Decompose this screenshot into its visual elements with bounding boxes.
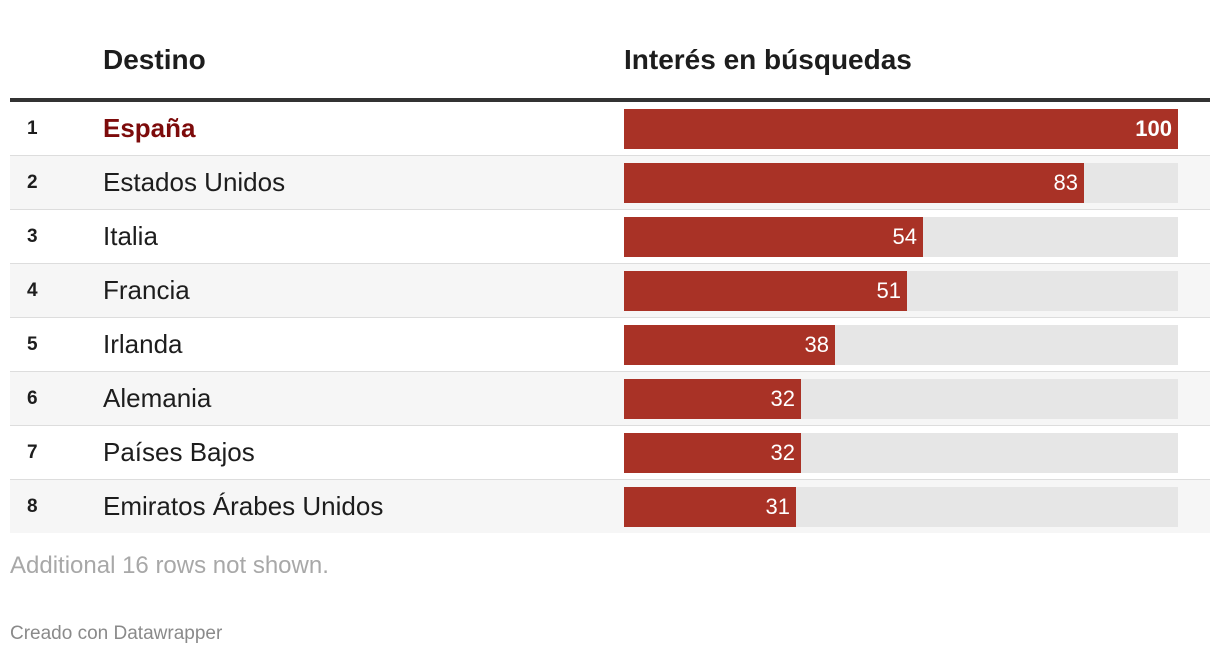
bar-track: 32 (624, 433, 1178, 473)
destination-name: Irlanda (103, 329, 183, 359)
table-row: 6 Alemania 32 (10, 372, 1210, 426)
table-header: Destino Interés en búsquedas (10, 0, 1210, 102)
credit-line: Creado con Datawrapper (10, 623, 223, 644)
destination-name: Emiratos Árabes Unidos (103, 491, 384, 521)
interest-bar: 32 (624, 433, 801, 473)
bar-track: 31 (624, 487, 1178, 527)
table-row: 1 España 100 (10, 102, 1210, 156)
rank-number: 1 (27, 118, 38, 139)
bar-track: 54 (624, 217, 1178, 257)
destination-name: Países Bajos (103, 437, 255, 467)
table-row: 4 Francia 51 (10, 264, 1210, 318)
rank-number: 6 (27, 388, 38, 409)
bar-track: 32 (624, 379, 1178, 419)
bar-value-label: 51 (876, 278, 901, 303)
rank-number: 3 (27, 226, 38, 247)
rank-number: 4 (27, 280, 38, 301)
interest-bar: 51 (624, 271, 907, 311)
column-header-interest: Interés en búsquedas (624, 44, 912, 75)
bar-value-label: 32 (770, 440, 795, 465)
ranking-table: Destino Interés en búsquedas 1 España 100 2… (10, 0, 1210, 533)
destination-name: Italia (103, 221, 158, 251)
table-row: 3 Italia 54 (10, 210, 1210, 264)
bar-value-label: 54 (892, 224, 917, 249)
rank-number: 2 (27, 172, 38, 193)
destination-name: Alemania (103, 383, 212, 413)
interest-bar: 83 (624, 163, 1084, 203)
rank-number: 5 (27, 334, 38, 355)
interest-bar: 31 (624, 487, 796, 527)
interest-bar: 38 (624, 325, 835, 365)
table-row: 7 Países Bajos 32 (10, 426, 1210, 480)
table-body: 1 España 100 2 Estados Unidos 83 3 Italia 54 4 Fra… (10, 102, 1210, 533)
interest-bar: 100 (624, 109, 1178, 149)
bar-track: 38 (624, 325, 1178, 365)
bar-track: 100 (624, 109, 1178, 149)
bar-value-label: 38 (804, 332, 829, 357)
bar-value-label: 100 (1135, 116, 1172, 141)
rows-not-shown-note: Additional 16 rows not shown. (10, 552, 329, 579)
bar-value-label: 31 (765, 494, 790, 519)
table-row: 5 Irlanda 38 (10, 318, 1210, 372)
bar-value-label: 83 (1053, 170, 1078, 195)
column-header-destination: Destino (103, 44, 206, 75)
bar-track: 51 (624, 271, 1178, 311)
bar-value-label: 32 (770, 386, 795, 411)
interest-bar: 32 (624, 379, 801, 419)
destination-name: Francia (103, 275, 190, 305)
destination-name: España (103, 113, 196, 143)
table-row: 8 Emiratos Árabes Unidos 31 (10, 480, 1210, 533)
rank-number: 7 (27, 442, 38, 463)
bar-track: 83 (624, 163, 1178, 203)
table-row: 2 Estados Unidos 83 (10, 156, 1210, 210)
rank-number: 8 (27, 496, 38, 517)
destination-name: Estados Unidos (103, 167, 286, 197)
interest-bar: 54 (624, 217, 923, 257)
